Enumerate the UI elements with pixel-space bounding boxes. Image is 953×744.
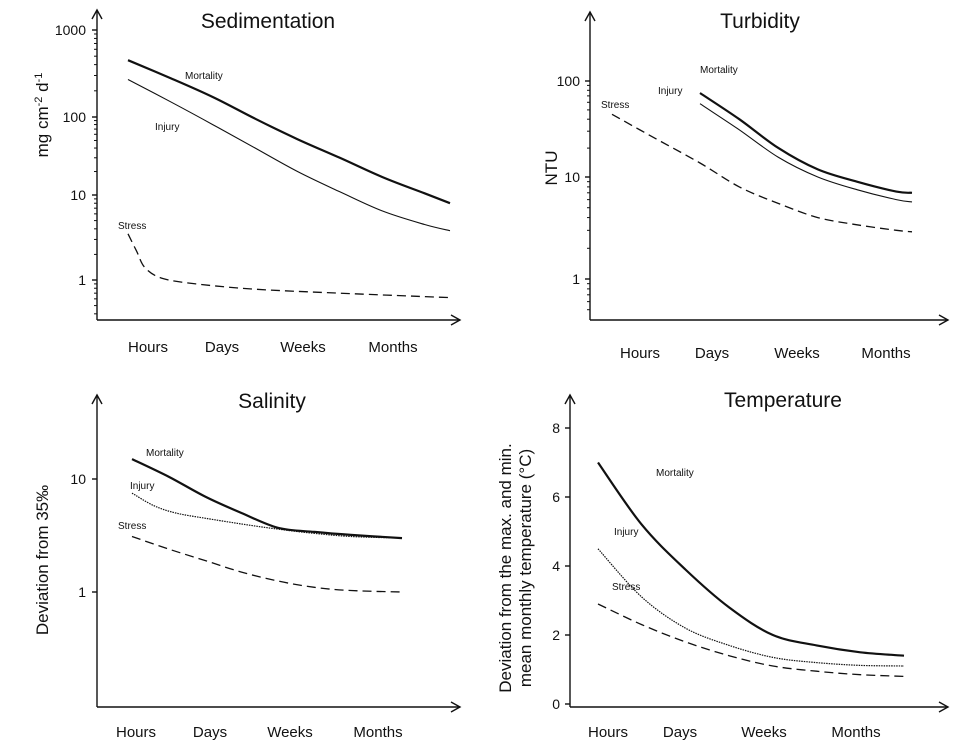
series-label-injury: Injury xyxy=(155,122,179,133)
series-line-injury xyxy=(127,79,451,232)
series-label-stress: Stress xyxy=(601,100,629,111)
y-tick-label: 1000 xyxy=(55,22,86,38)
x-axis-arrow-icon xyxy=(450,314,462,326)
y-axis-label: NTU xyxy=(542,151,561,186)
y-axis-arrow-icon xyxy=(91,393,103,405)
x-category-label: Months xyxy=(831,724,880,741)
y-axis-arrow-icon xyxy=(91,8,103,20)
series-label-injury: Injury xyxy=(658,86,682,97)
x-axis-arrow-icon xyxy=(938,314,950,326)
y-tick-label: 1 xyxy=(78,272,86,288)
series-label-injury: Injury xyxy=(130,481,154,492)
y-axis-label: Deviation from the max. and min.mean mon… xyxy=(496,443,535,692)
y-axis-label-part: mg cm xyxy=(33,106,52,157)
y-axis-label-part: d xyxy=(33,82,52,96)
x-category-label: Months xyxy=(353,724,402,741)
x-category-label: Weeks xyxy=(267,724,313,741)
series-line-mortality xyxy=(597,461,905,657)
x-category-label: Weeks xyxy=(774,345,820,362)
y-tick-label: 1 xyxy=(572,271,580,287)
series-label-mortality: Mortality xyxy=(185,71,223,82)
series-label-mortality: Mortality xyxy=(700,65,738,76)
y-tick-label: 10 xyxy=(70,471,86,487)
x-category-label: Hours xyxy=(116,724,156,741)
x-category-label: Days xyxy=(193,724,227,741)
y-tick-label: 10 xyxy=(564,169,580,185)
x-category-label: Days xyxy=(695,345,729,362)
x-category-label: Hours xyxy=(620,345,660,362)
series-line-stress xyxy=(611,113,913,233)
x-category-label: Months xyxy=(368,339,417,356)
series-line-mortality xyxy=(699,92,913,194)
y-axis-label-part: -2 xyxy=(33,97,45,107)
y-tick-label: 4 xyxy=(552,558,560,574)
x-axis-arrow-icon xyxy=(938,701,950,713)
y-axis-label: Deviation from 35‰ xyxy=(33,485,52,635)
x-category-label: Days xyxy=(205,339,239,356)
series-line-stress xyxy=(597,603,905,678)
y-axis-arrow-icon xyxy=(584,10,596,22)
chart-panel-turb: Turbidity NTU 100 10 1 Hours Days Weeks Months Mo… xyxy=(542,10,950,362)
x-category-label: Months xyxy=(861,345,910,362)
series-label-stress: Stress xyxy=(118,221,146,232)
x-category-label: Weeks xyxy=(280,339,326,356)
x-category-label: Weeks xyxy=(741,724,787,741)
series-label-stress: Stress xyxy=(612,582,640,593)
chart-panel-sed: Sedimentation mg cm-2 d-1 1000 100 10 1 Hours D… xyxy=(33,8,462,356)
chart-title: Sedimentation xyxy=(201,10,335,33)
chart-panel-temp: Temperature Deviation from the max. and m… xyxy=(496,389,950,741)
series-line-mortality xyxy=(131,458,403,540)
y-tick-label: 2 xyxy=(552,627,560,643)
y-tick-label: 8 xyxy=(552,420,560,436)
series-line-stress xyxy=(127,233,451,299)
chart-panel-sal: Salinity Deviation from 35‰ 10 1 Hours Days We… xyxy=(33,390,462,741)
x-category-label: Days xyxy=(663,724,697,741)
y-axis-arrow-icon xyxy=(564,393,576,405)
y-tick-label: 100 xyxy=(63,109,87,125)
series-line-mortality xyxy=(127,59,451,205)
y-tick-label: 6 xyxy=(552,489,560,505)
y-axis-label-line: Deviation from the max. and min. xyxy=(496,443,515,692)
chart-title: Salinity xyxy=(238,390,306,413)
y-tick-label: 0 xyxy=(552,696,560,712)
chart-title: Turbidity xyxy=(720,10,800,33)
series-line-injury xyxy=(597,548,905,667)
x-category-label: Hours xyxy=(588,724,628,741)
y-axis-label-line: mean monthly temperature (°C) xyxy=(516,449,535,687)
series-line-injury xyxy=(699,103,913,203)
series-label-mortality: Mortality xyxy=(656,468,694,479)
y-tick-label: 1 xyxy=(78,584,86,600)
x-category-label: Hours xyxy=(128,339,168,356)
y-tick-label: 10 xyxy=(70,187,86,203)
chart-title: Temperature xyxy=(724,389,842,412)
series-line-stress xyxy=(131,535,403,593)
y-axis-label: mg cm-2 d-1 xyxy=(33,73,52,158)
series-label-stress: Stress xyxy=(118,521,146,532)
series-label-mortality: Mortality xyxy=(146,448,184,459)
series-label-injury: Injury xyxy=(614,527,638,538)
y-axis-label-part: -1 xyxy=(33,73,45,83)
y-tick-label: 100 xyxy=(557,73,581,89)
series-line-injury xyxy=(131,492,403,539)
x-axis-arrow-icon xyxy=(450,701,462,713)
